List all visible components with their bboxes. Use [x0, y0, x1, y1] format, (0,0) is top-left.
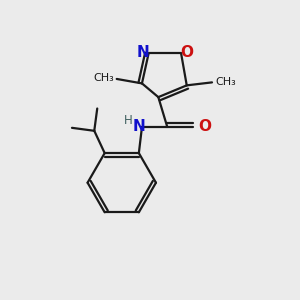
Text: O: O: [198, 119, 211, 134]
Text: CH₃: CH₃: [215, 77, 236, 87]
Text: H: H: [124, 114, 133, 127]
Text: O: O: [180, 45, 193, 60]
Text: N: N: [137, 45, 150, 60]
Text: CH₃: CH₃: [93, 73, 114, 83]
Text: N: N: [133, 119, 146, 134]
